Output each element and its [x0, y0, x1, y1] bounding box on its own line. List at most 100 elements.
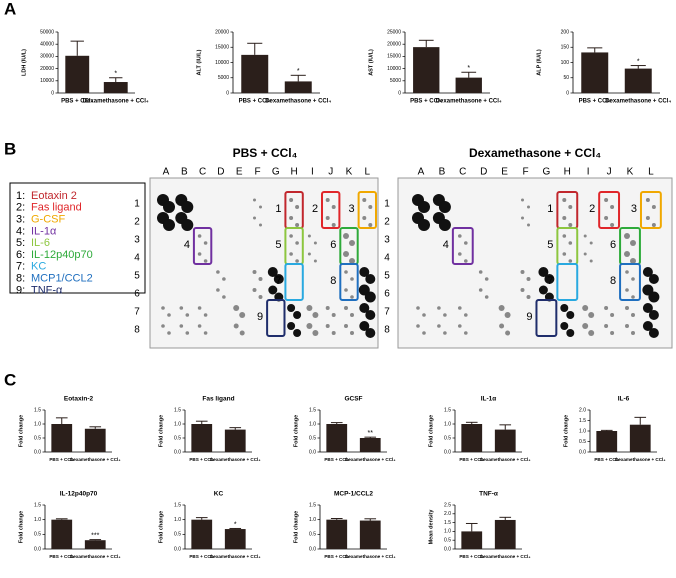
y-tick-label: 1.0	[579, 428, 586, 434]
array-spot	[350, 277, 354, 281]
array-spot	[583, 234, 587, 238]
array-spot	[268, 285, 278, 295]
bar	[624, 68, 652, 93]
array-spot	[588, 330, 595, 336]
y-tick-label: 1.0	[309, 517, 316, 523]
y-tick-label: 25000	[387, 29, 401, 35]
array-spot	[252, 270, 257, 274]
bar	[359, 438, 381, 452]
array-spot	[458, 234, 462, 238]
column-label: I	[311, 167, 314, 178]
chart-title: MCP-1/CCL2	[334, 491, 373, 498]
box-label: 8	[610, 275, 616, 287]
highlight-box	[321, 191, 341, 229]
row-label: 5	[384, 271, 390, 282]
y-tick-label: 0.5	[309, 435, 316, 441]
array-spot	[258, 277, 263, 281]
array-spot	[233, 323, 239, 329]
array-spot	[651, 205, 656, 209]
array-spot	[289, 216, 294, 220]
array-spot	[624, 251, 630, 257]
array-spot	[648, 291, 660, 303]
array-spot	[295, 241, 299, 245]
array-spot	[331, 313, 336, 317]
box-label: 8	[330, 275, 336, 287]
bar	[241, 54, 269, 93]
array-spot	[521, 216, 524, 220]
array-spot	[306, 323, 313, 329]
array-spot	[458, 324, 462, 328]
y-tick-label: 1.5	[309, 502, 316, 508]
legend-number: 4:	[16, 225, 25, 237]
array-spot	[568, 259, 573, 263]
highlight-box	[619, 263, 641, 301]
column-label: H	[564, 167, 571, 178]
row-label: 2	[384, 217, 390, 228]
array-spot	[438, 201, 451, 213]
y-tick-label: 1.5	[444, 407, 451, 413]
x-tick-label: Dexamethasone + CCl₄	[615, 457, 666, 462]
highlight-box	[192, 227, 213, 265]
array-spot	[239, 312, 246, 318]
column-label: H	[290, 167, 297, 178]
array-spot	[499, 323, 505, 329]
array-spot	[344, 270, 348, 274]
box-label: 5	[547, 239, 553, 251]
significance: *	[234, 521, 237, 528]
significance: **	[368, 430, 374, 437]
y-tick-label: 20000	[40, 66, 54, 72]
y-tick-label: 0.0	[309, 546, 316, 552]
array-spot	[197, 324, 202, 328]
array-spot	[526, 295, 531, 299]
array-spot	[588, 312, 595, 318]
x-tick-label: PBS + CCl₄	[189, 457, 214, 462]
array-spot	[222, 277, 226, 281]
bar	[103, 82, 128, 93]
chart-title: IL-1α	[481, 396, 497, 403]
x-tick-label: PBS + CCl₄	[49, 554, 74, 559]
y-tick-label: 0	[566, 90, 569, 96]
y-tick-label: 0	[51, 90, 54, 96]
array-spot	[645, 198, 650, 202]
array-spot	[267, 267, 278, 277]
highlight-box	[284, 263, 304, 301]
array-spot	[526, 277, 531, 281]
x-tick-label: PBS + CCl₄	[324, 554, 349, 559]
array-title: PBS + CCl₄	[233, 146, 298, 160]
column-label: A	[418, 167, 425, 178]
column-label: E	[501, 167, 508, 178]
array-spot	[203, 313, 208, 317]
y-tick-label: 0.5	[444, 538, 451, 544]
array-spot	[289, 252, 293, 256]
array-spot	[222, 295, 226, 299]
array-spot	[293, 311, 302, 319]
array-spot	[350, 331, 354, 335]
array-spot	[365, 274, 376, 284]
y-tick-label: 1.5	[579, 418, 586, 424]
bar	[84, 540, 106, 549]
array-spot	[197, 306, 202, 310]
bar	[65, 55, 90, 93]
row-label: 3	[134, 235, 140, 246]
y-tick-label: 0.5	[444, 435, 451, 441]
box-label: 9	[526, 311, 532, 323]
array-spot	[216, 270, 220, 274]
y-axis-label: Fold change	[158, 511, 164, 543]
array-spot	[645, 216, 650, 220]
array-spot	[610, 223, 615, 227]
y-tick-label: 1.0	[309, 421, 316, 427]
row-label: 8	[384, 325, 390, 336]
array-spot	[568, 241, 573, 245]
array-spot	[504, 312, 511, 318]
array-spot	[273, 274, 284, 284]
row-label: 1	[134, 199, 140, 210]
array-spot	[582, 305, 589, 311]
y-tick-label: 1.5	[174, 502, 181, 508]
y-tick-label: 20000	[215, 29, 229, 35]
x-tick-label: Dexamethasone + CCl₄	[436, 99, 502, 105]
y-tick-label: 15000	[387, 54, 401, 60]
legend-number: 8:	[16, 273, 25, 285]
y-tick-label: 1.0	[174, 421, 181, 427]
array-spot	[163, 219, 175, 231]
array-spot	[185, 331, 190, 335]
